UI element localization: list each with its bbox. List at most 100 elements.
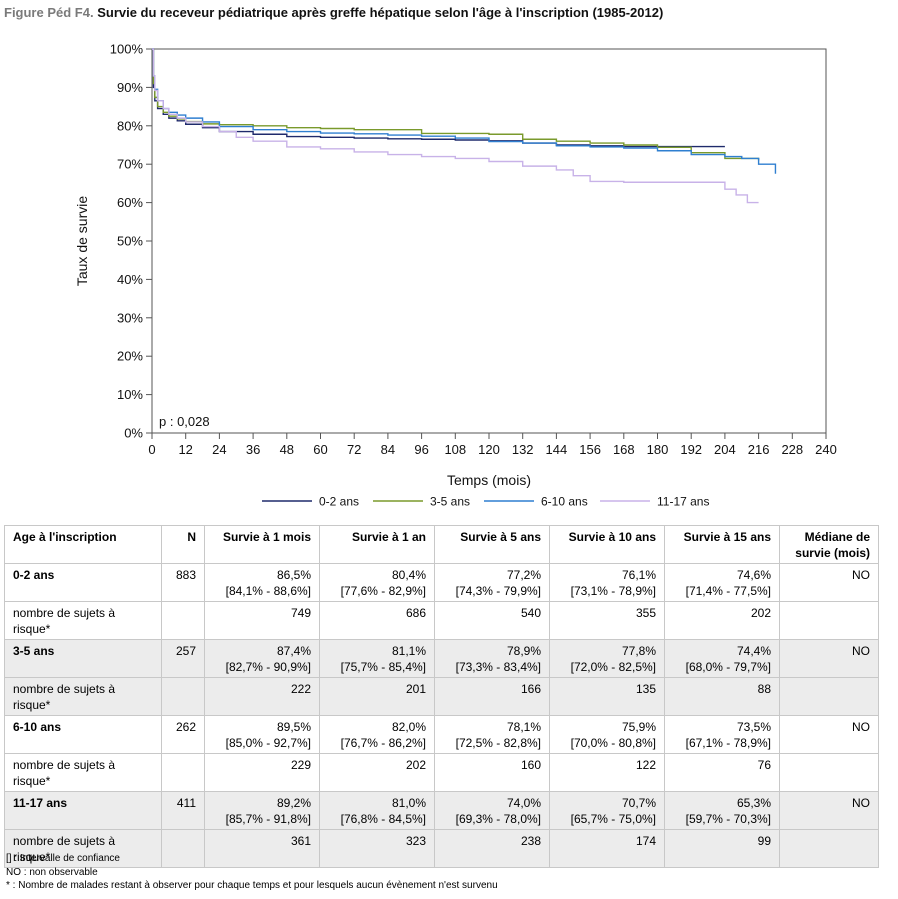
survival-value: 74,6% (736, 568, 771, 582)
survival-cell: 78,9% [73,3% - 83,4%] (434, 639, 550, 678)
age-group-label: 6-10 ans (4, 715, 162, 754)
x-tick-label: 132 (512, 442, 534, 457)
age-group-label: 11-17 ans (4, 791, 162, 830)
header-age: Age à l'inscription (4, 525, 162, 564)
x-tick-label: 144 (546, 442, 568, 457)
y-tick-label: 0% (124, 426, 143, 441)
survival-cell: 74,4% [68,0% - 79,7%] (664, 639, 780, 678)
risk-count: 122 (549, 753, 665, 792)
x-tick-label: 168 (613, 442, 635, 457)
median-cell: NO (779, 715, 879, 754)
survival-value: 75,9% (621, 720, 656, 734)
survival-value: 73,5% (736, 720, 771, 734)
confidence-interval: [72,0% - 82,5%] (570, 660, 656, 674)
empty-cell (779, 753, 879, 792)
n-cell: 411 (161, 791, 205, 830)
y-tick-label: 20% (117, 349, 143, 364)
x-tick-label: 96 (414, 442, 428, 457)
risk-count: 540 (434, 601, 550, 640)
survival-cell: 80,4% [77,6% - 82,9%] (319, 563, 435, 602)
risk-row: nombre de sujets à risque* 222 201 166 135 88 (4, 677, 879, 716)
risk-count: 323 (319, 829, 435, 868)
p-value-annotation: p : 0,028 (159, 414, 210, 429)
x-tick-label: 204 (714, 442, 736, 457)
plot-area (151, 48, 827, 434)
survival-cell: 65,3% [59,7% - 70,3%] (664, 791, 780, 830)
confidence-interval: [72,5% - 82,8%] (455, 736, 541, 750)
survival-value: 70,7% (621, 796, 656, 810)
survival-table: Age à l'inscription N Survie à 1 mois Su… (4, 525, 879, 868)
x-tick-label: 180 (647, 442, 669, 457)
risk-label: nombre de sujets à risque* (4, 601, 162, 640)
survival-value: 74,4% (736, 644, 771, 658)
empty-cell (161, 601, 205, 640)
confidence-interval: [73,3% - 83,4%] (455, 660, 541, 674)
risk-count: 355 (549, 601, 665, 640)
age-group-label: 3-5 ans (4, 639, 162, 678)
empty-cell (161, 677, 205, 716)
x-tick-label: 48 (280, 442, 294, 457)
figure-prefix: Figure Péd F4. (4, 5, 94, 20)
header-5-ans: Survie à 5 ans (434, 525, 550, 564)
table-row: 11-17 ans 411 89,2% [85,7% - 91,8%] 81,0% [76… (4, 791, 879, 830)
survival-chart: 0% 10% 20% 30% 40% 50% 60% 70% 80% 90% 100% 0 12 24 36… (74, 42, 837, 509)
survival-cell: 89,5% [85,0% - 92,7%] (204, 715, 320, 754)
n-cell: 262 (161, 715, 205, 754)
median-cell: NO (779, 639, 879, 678)
table-body: 0-2 ans 883 86,5% [84,1% - 88,6%] 80,4% [77,6… (4, 563, 879, 868)
y-tick-label: 80% (117, 118, 143, 133)
risk-count: 166 (434, 677, 550, 716)
y-tick-label: 50% (117, 234, 143, 249)
series-line-3-5-ans (152, 48, 760, 161)
survival-cell: 74,6% [71,4% - 77,5%] (664, 563, 780, 602)
survival-value: 89,2% (276, 796, 311, 810)
footnotes: [] : Intervalle de confiance NO : non ob… (6, 852, 498, 893)
risk-count: 686 (319, 601, 435, 640)
y-tick-label: 70% (117, 157, 143, 172)
risk-count: 238 (434, 829, 550, 868)
empty-cell (779, 829, 879, 868)
survival-value: 78,1% (506, 720, 541, 734)
series-line-6-10-ans (152, 48, 777, 174)
table-header-row: Age à l'inscription N Survie à 1 mois Su… (4, 525, 879, 564)
risk-count: 749 (204, 601, 320, 640)
empty-cell (779, 677, 879, 716)
x-tick-label: 156 (579, 442, 601, 457)
risk-count: 76 (664, 753, 780, 792)
header-15-ans: Survie à 15 ans (664, 525, 780, 564)
x-tick-label: 24 (212, 442, 226, 457)
x-tick-label: 192 (680, 442, 702, 457)
confidence-interval: [73,1% - 78,9%] (570, 584, 656, 598)
confidence-interval: [67,1% - 78,9%] (685, 736, 771, 750)
confidence-interval: [70,0% - 80,8%] (570, 736, 656, 750)
risk-label: nombre de sujets à risque* (4, 753, 162, 792)
survival-cell: 77,2% [74,3% - 79,9%] (434, 563, 550, 602)
header-n: N (161, 525, 205, 564)
figure-title: Figure Péd F4. Survie du receveur pédiat… (4, 5, 663, 20)
survival-value: 76,1% (621, 568, 656, 582)
risk-count: 222 (204, 677, 320, 716)
x-tick-label: 216 (748, 442, 770, 457)
x-tick-label: 60 (313, 442, 327, 457)
series-line-0-2-ans (152, 48, 725, 148)
header-mediane: Médiane de survie (mois) (779, 525, 879, 564)
n-cell: 257 (161, 639, 205, 678)
x-tick-label: 228 (781, 442, 803, 457)
figure-title-text: Survie du receveur pédiatrique après gre… (97, 5, 664, 20)
survival-cell: 75,9% [70,0% - 80,8%] (549, 715, 665, 754)
y-tick-label: 60% (117, 195, 143, 210)
empty-cell (161, 753, 205, 792)
header-10-ans: Survie à 10 ans (549, 525, 665, 564)
survival-cell: 89,2% [85,7% - 91,8%] (204, 791, 320, 830)
x-tick-label: 240 (815, 442, 837, 457)
y-tick-label: 40% (117, 272, 143, 287)
confidence-interval: [75,7% - 85,4%] (340, 660, 426, 674)
risk-label: nombre de sujets à risque* (4, 829, 162, 868)
x-tick-label: 108 (444, 442, 466, 457)
survival-value: 78,9% (506, 644, 541, 658)
survival-cell: 77,8% [72,0% - 82,5%] (549, 639, 665, 678)
survival-cell: 78,1% [72,5% - 82,8%] (434, 715, 550, 754)
age-group-label: 0-2 ans (4, 563, 162, 602)
table-row: 6-10 ans 262 89,5% [85,0% - 92,7%] 82,0% [76,… (4, 715, 879, 754)
risk-count: 201 (319, 677, 435, 716)
